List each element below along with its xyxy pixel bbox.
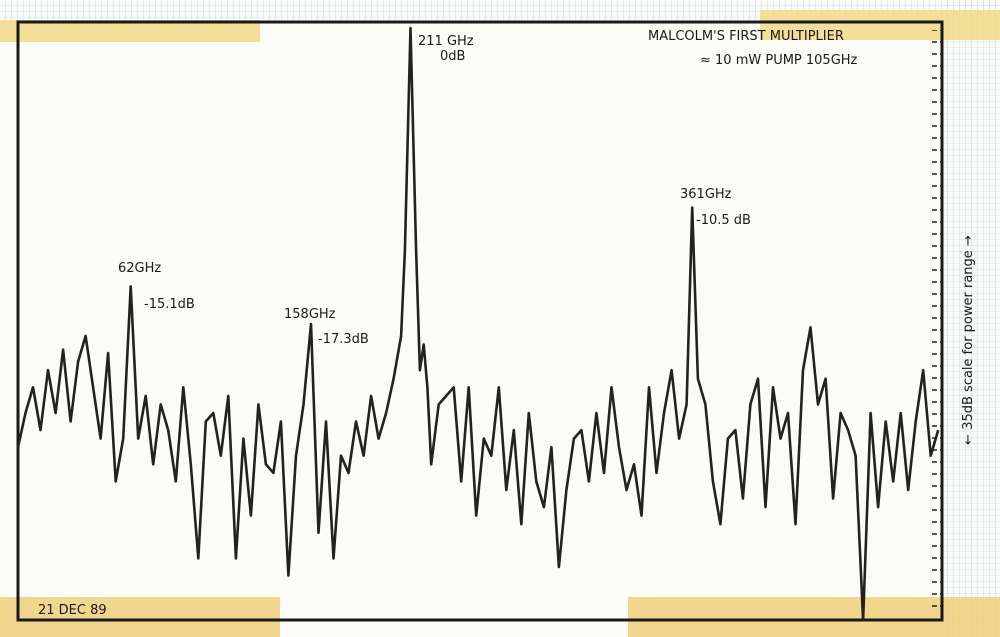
side-note: ← 35dB scale for power range → xyxy=(961,235,976,445)
peak-annotation: -17.3dB xyxy=(318,332,369,347)
chart-subtitle: ≈ 10 mW PUMP 105GHz xyxy=(700,53,858,68)
tape xyxy=(0,20,260,42)
tape xyxy=(628,597,1000,637)
trace-line xyxy=(16,26,940,622)
tape xyxy=(760,10,1000,40)
tape xyxy=(0,597,280,637)
peak-annotation: 62GHz xyxy=(118,261,161,276)
peak-annotation: 211 GHz xyxy=(418,34,474,49)
date: 21 DEC 89 xyxy=(38,603,107,618)
plot-frame xyxy=(16,20,944,622)
peak-annotation: 361GHz xyxy=(680,187,732,202)
grid-paper xyxy=(944,0,1000,637)
grid-paper xyxy=(0,0,1000,20)
peak-annotation: -10.5 dB xyxy=(696,213,751,228)
peak-annotation: 158GHz xyxy=(284,307,336,322)
peak-annotation: -15.1dB xyxy=(144,297,195,312)
ruler-ticks xyxy=(932,30,942,615)
chart-title: MALCOLM'S FIRST MULTIPLIER xyxy=(648,29,844,44)
peak-annotation: 0dB xyxy=(440,49,465,64)
